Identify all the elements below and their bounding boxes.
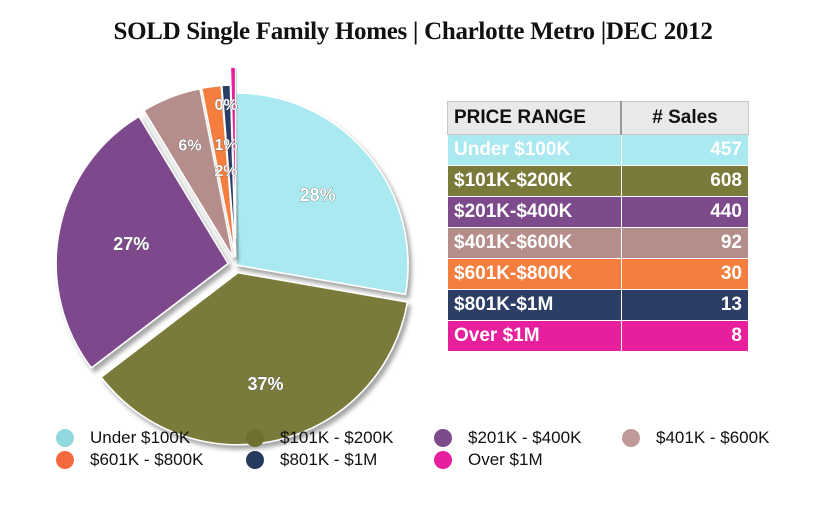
legend-swatch: [246, 429, 264, 447]
table-row: $801K-$1M 13: [447, 289, 749, 321]
table-row: Under $100K 457: [447, 134, 749, 166]
table-row: $101K-$200K 608: [447, 165, 749, 197]
table-row: $601K-$800K 30: [447, 258, 749, 290]
legend-label: $801K - $1M: [280, 450, 378, 469]
slice-percent-label: 28%: [300, 185, 336, 205]
legend-swatch: [434, 451, 452, 469]
slice-percent-label: 2%: [214, 163, 237, 180]
pie-slice: [235, 92, 409, 296]
slice-percent-label: 6%: [178, 138, 201, 155]
sales-cell: 608: [620, 165, 749, 197]
range-cell: $801K-$1M: [447, 289, 622, 321]
legend-swatch: [622, 429, 640, 447]
range-cell: $201K-$400K: [447, 196, 622, 228]
range-cell: Over $1M: [447, 320, 622, 352]
table-row: $401K-$600K 92: [447, 227, 749, 259]
slice-percent-label: 37%: [247, 374, 283, 394]
table-row: Over $1M 8: [447, 320, 749, 352]
sales-cell: 440: [620, 196, 749, 228]
legend-swatch: [56, 451, 74, 469]
sales-cell: 30: [620, 258, 749, 290]
range-cell: $601K-$800K: [447, 258, 622, 290]
legend-swatch: [246, 451, 264, 469]
pie-slice: [229, 66, 237, 240]
slice-percent-label: 1%: [214, 137, 237, 154]
pie-slice: [55, 115, 230, 369]
sales-cell: 13: [620, 289, 749, 321]
legend-swatch: [434, 429, 452, 447]
pie-slice: [142, 87, 234, 258]
range-cell: $401K-$600K: [447, 227, 622, 259]
legend-label: Under $100K: [90, 428, 191, 447]
legend-label: $601K - $800K: [90, 450, 204, 469]
legend-label: $101K - $200K: [280, 428, 394, 447]
header-price-range: PRICE RANGE: [447, 101, 622, 135]
table-header-row: PRICE RANGE # Sales: [447, 101, 749, 135]
header-sales: # Sales: [620, 101, 749, 135]
slice-percent-label: 27%: [113, 234, 149, 254]
range-cell: Under $100K: [447, 134, 622, 166]
slice-percent-label: 0%: [214, 97, 237, 114]
sales-table: PRICE RANGE # Sales Under $100K 457 $101K…: [447, 101, 749, 352]
legend-label: Over $1M: [468, 450, 543, 469]
table-row: $201K-$400K 440: [447, 196, 749, 228]
legend-label: $201K - $400K: [468, 428, 582, 447]
legend-label: $401K - $600K: [656, 428, 770, 447]
sales-cell: 8: [620, 320, 749, 352]
range-cell: $101K-$200K: [447, 165, 622, 197]
legend-swatch: [56, 429, 74, 447]
sales-cell: 457: [620, 134, 749, 166]
chart-title: SOLD Single Family Homes | Charlotte Met…: [113, 18, 713, 45]
pie-slice: [100, 271, 409, 446]
sales-cell: 92: [620, 227, 749, 259]
